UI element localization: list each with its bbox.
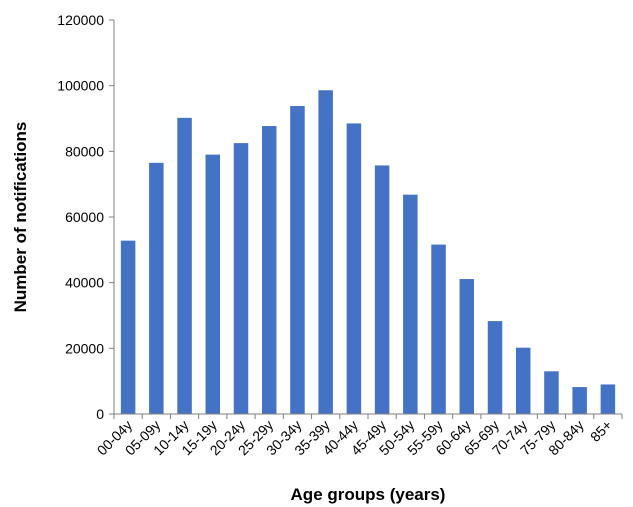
bar-10-14y (177, 117, 192, 415)
bar-65-69y (487, 321, 503, 414)
bar-30-34y (290, 106, 305, 415)
x-axis-title: Age groups (years) (291, 485, 446, 504)
bar-55-59y (431, 244, 446, 414)
y-tick-label: 20000 (65, 340, 104, 356)
bar-25-29y (261, 126, 277, 414)
bar-00-04y (120, 240, 136, 414)
y-tick-label: 40000 (65, 275, 104, 291)
bar-15-19y (205, 154, 221, 414)
bar-35-39y (318, 90, 333, 414)
y-tick-label: 80000 (65, 143, 104, 159)
y-tick-label: 100000 (57, 78, 104, 94)
x-tick-label: 85+ (587, 417, 615, 445)
bar-85+ (600, 384, 616, 414)
y-tick-label: 60000 (65, 209, 104, 225)
bar-45-49y (374, 165, 390, 414)
bars (120, 90, 616, 415)
bar-50-54y (403, 194, 418, 414)
bar-75-79y (544, 371, 559, 414)
bar-40-44y (346, 123, 362, 415)
bar-80-84y (572, 387, 587, 414)
y-axis-title: Number of notifications (11, 122, 30, 313)
bar-20-24y (233, 143, 249, 414)
bar-60-64y (459, 279, 475, 414)
x-axis-ticks: 00-04y05-09y10-14y15-19y20-24y25-29y30-3… (94, 414, 623, 458)
y-tick-label: 0 (96, 406, 104, 422)
bar-05-09y (149, 162, 164, 414)
y-axis-ticks: 0 20000 40000 60000 80000 100000 120000 (57, 12, 114, 422)
bar-70-74y (515, 347, 531, 414)
y-tick-label: 120000 (57, 12, 104, 28)
